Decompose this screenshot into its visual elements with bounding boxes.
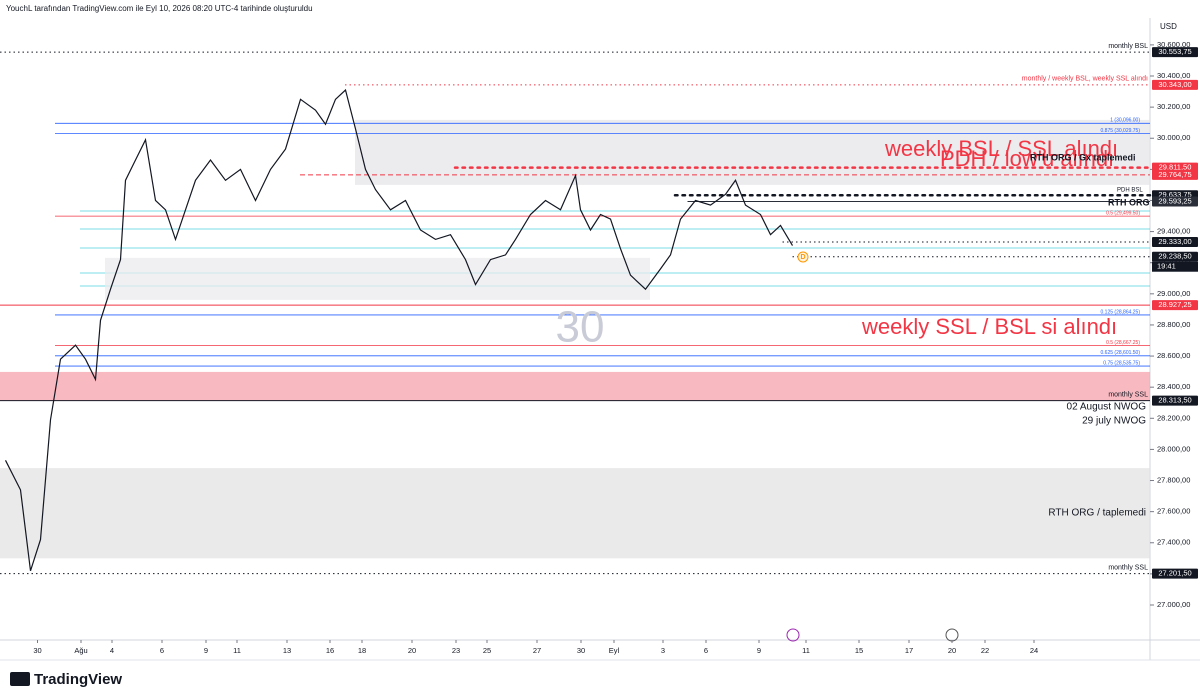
price-label-box xyxy=(1152,300,1198,311)
y-tick-label: 27.400,00 xyxy=(1157,538,1190,547)
price-label: 29.333,00 xyxy=(1158,237,1191,246)
fib-label: 0.5 (28,667.25) xyxy=(1106,340,1140,346)
price-label-box xyxy=(1152,47,1198,58)
x-tick-label: 20 xyxy=(948,646,956,655)
y-tick-label: 28.200,00 xyxy=(1157,413,1190,422)
x-tick-label: 11 xyxy=(233,646,241,655)
annotation: 30 xyxy=(556,303,605,352)
x-tick-label: 9 xyxy=(204,646,208,655)
price-label: 27.201,50 xyxy=(1158,569,1191,578)
zone-label: 29 july NWOG xyxy=(1082,416,1146,427)
y-tick-label: 27.600,00 xyxy=(1157,507,1190,516)
y-tick-label: 30.600,00 xyxy=(1157,40,1190,49)
x-tick-label: 22 xyxy=(981,646,989,655)
annotation: D xyxy=(800,254,805,261)
x-tick-label: 23 xyxy=(452,646,460,655)
marker-circle xyxy=(797,251,809,263)
price-label: 28.313,50 xyxy=(1158,396,1191,405)
x-tick-label: 20 xyxy=(408,646,416,655)
zone xyxy=(0,468,1150,559)
footer-logo: TradingView xyxy=(10,671,122,688)
logo-mark xyxy=(10,672,30,686)
zone xyxy=(355,119,1150,185)
price-label: 29.238,50 xyxy=(1158,252,1191,261)
y-tick-label: 29.000,00 xyxy=(1157,289,1190,298)
annotation: RTH ORG / Gx taplemedi xyxy=(1030,152,1136,162)
y-tick-label: 27.000,00 xyxy=(1157,600,1190,609)
price-line xyxy=(4,88,794,571)
x-tick-label: 27 xyxy=(533,646,541,655)
x-tick-label: Ağu xyxy=(74,646,87,655)
x-tick-label: 13 xyxy=(283,646,291,655)
y-tick-label: 28.600,00 xyxy=(1157,351,1190,360)
price-label: 29.633,75 xyxy=(1158,190,1191,199)
price-label-box xyxy=(1152,568,1198,579)
x-tick-label: 3 xyxy=(661,646,665,655)
price-label-box xyxy=(1152,395,1198,406)
price-label: 29.811,50 xyxy=(1159,163,1192,172)
event-icon xyxy=(786,628,800,642)
y-tick-label: 29.400,00 xyxy=(1157,227,1190,236)
fib-label: 0.75 (28,535.75) xyxy=(1103,360,1140,366)
x-tick-label: 11 xyxy=(802,646,810,655)
zone xyxy=(105,257,650,300)
price-label-box xyxy=(1152,251,1198,262)
x-tick-label: 4 xyxy=(110,646,114,655)
y-tick-label: 30.000,00 xyxy=(1157,133,1190,142)
price-label-box xyxy=(1152,237,1198,248)
x-tick-label: 24 xyxy=(1030,646,1038,655)
countdown-box xyxy=(1152,261,1198,272)
fib-label: 0.625 (28,601.50) xyxy=(1101,350,1141,356)
currency: USD xyxy=(1160,22,1177,31)
y-tick-label: 30.200,00 xyxy=(1157,102,1190,111)
x-tick-label: 17 xyxy=(905,646,913,655)
level-note: monthly SSL xyxy=(1108,564,1148,571)
x-tick-label: 16 xyxy=(326,646,334,655)
annotation: PDH / low'u alındı xyxy=(940,146,1114,171)
countdown: 19:41 xyxy=(1157,262,1176,271)
price-label: 29.764,75 xyxy=(1158,170,1191,179)
y-tick-label: 30.400,00 xyxy=(1157,71,1190,80)
fib-label: 0.875 (30,029.75) xyxy=(1101,128,1141,134)
x-tick-label: 6 xyxy=(160,646,164,655)
zone-label: RTH ORG / taplemedi xyxy=(1048,508,1146,519)
x-tick-label: 6 xyxy=(704,646,708,655)
annotation: RTH ORG xyxy=(1108,197,1150,207)
price-label-box xyxy=(1152,79,1198,90)
x-tick-label: 30 xyxy=(33,646,41,655)
fib-label: 0.125 (28,864.25) xyxy=(1101,309,1141,315)
price-label: 29.593,25 xyxy=(1158,197,1191,206)
price-label: 28.927,25 xyxy=(1158,300,1191,309)
price-label: 30.343,00 xyxy=(1158,80,1191,89)
header-caption: YouchL tarafından TradingView.com ile Ey… xyxy=(6,4,313,13)
annotation: weekly BSL / SSL alındı xyxy=(884,136,1118,161)
level-note: monthly SSL xyxy=(1108,391,1148,398)
price-label-box xyxy=(1152,169,1198,180)
level-note: monthly / weekly BSL, weekly SSL alındı xyxy=(1022,76,1148,83)
annotation: PDH BSL xyxy=(1117,188,1143,194)
x-tick-label: 18 xyxy=(358,646,366,655)
x-tick-label: 9 xyxy=(757,646,761,655)
x-tick-label: Eyl xyxy=(609,646,620,655)
zone-label: 02 August NWOG xyxy=(1067,402,1147,413)
zone xyxy=(0,371,1150,401)
price-label-box xyxy=(1152,196,1198,207)
price-label: 30.553,75 xyxy=(1158,47,1191,56)
x-tick-label: 30 xyxy=(577,646,585,655)
y-tick-label: 28.000,00 xyxy=(1157,444,1190,453)
fib-label: 1 (30,096.00) xyxy=(1110,118,1140,124)
level-note: monthly BSL xyxy=(1108,43,1148,50)
x-tick-label: 25 xyxy=(483,646,491,655)
y-tick-label: 28.400,00 xyxy=(1157,382,1190,391)
y-tick-label: 27.800,00 xyxy=(1157,476,1190,485)
annotation: weekly SSL / BSL si alındı xyxy=(861,314,1117,339)
fib-label: 0.5 (29,499.50) xyxy=(1106,210,1140,216)
brand: TradingView xyxy=(34,671,122,688)
x-tick-label: 15 xyxy=(855,646,863,655)
y-tick-label: 28.800,00 xyxy=(1157,320,1190,329)
